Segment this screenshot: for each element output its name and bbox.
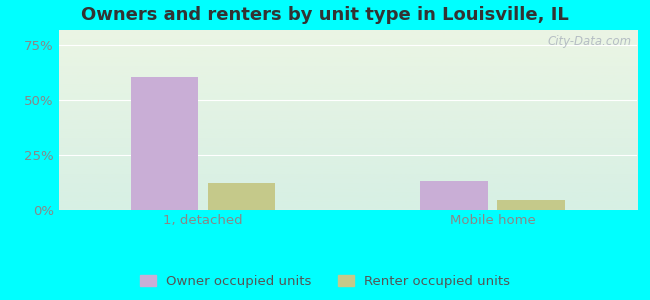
Bar (420, 182, 488, 210)
Bar (497, 200, 565, 210)
Bar (131, 77, 198, 210)
Legend: Owner occupied units, Renter occupied units: Owner occupied units, Renter occupied un… (135, 270, 515, 293)
Text: Owners and renters by unit type in Louisville, IL: Owners and renters by unit type in Louis… (81, 6, 569, 24)
Bar (208, 183, 276, 210)
Text: City-Data.com: City-Data.com (547, 35, 631, 48)
